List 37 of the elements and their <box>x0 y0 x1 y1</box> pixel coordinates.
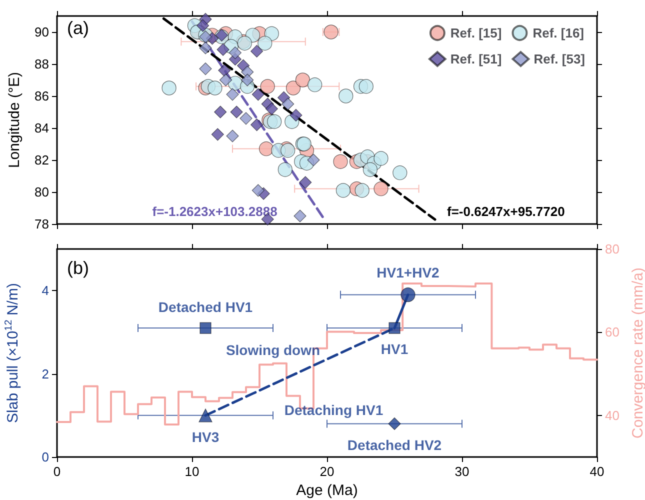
y-tick-label: 4 <box>42 283 49 298</box>
y-axis-title: Longitude (°E) <box>6 72 23 168</box>
legend-label: Ref. [16] <box>532 26 584 40</box>
y-tick-label: 88 <box>34 56 49 72</box>
y2-tick-label: 40 <box>605 408 620 423</box>
y-tick-label: 0 <box>42 450 49 464</box>
y2-axis-title: Convergence rate (mm/a) <box>629 268 645 438</box>
y2-tick-label: 60 <box>605 324 620 340</box>
x-tick-label: 40 <box>590 464 604 479</box>
y-tick-label: 86 <box>34 88 49 104</box>
y-tick-label: 90 <box>34 24 49 40</box>
data-label: Detached HV1 <box>158 299 253 316</box>
x-tick-label: 20 <box>320 464 334 479</box>
data-label: HV3 <box>192 429 220 446</box>
annotation: Slowing down <box>226 342 320 358</box>
y-tick-label: 78 <box>34 216 49 232</box>
x-tick-label: 0 <box>53 464 61 479</box>
chart-title: (a) <box>67 18 89 38</box>
data-label: HV1+HV2 <box>376 264 440 280</box>
y-tick-label: 84 <box>34 120 49 136</box>
y2-tick-label: 80 <box>605 242 620 256</box>
text: (b) <box>67 258 89 278</box>
legend-label: Ref. [51] <box>450 52 502 66</box>
legend-label: Ref. [15] <box>450 26 502 40</box>
y-tick-label: 82 <box>34 152 49 168</box>
annotation: Detaching HV1 <box>284 402 384 418</box>
data-label: HV1 <box>380 340 408 357</box>
x-axis-title: Age (Ma) <box>296 482 358 499</box>
x-tick-label: 10 <box>184 464 200 479</box>
y-axis-title: Slab pull (×1012 N/m) <box>4 283 22 423</box>
text: f=-1.2623x+103.2888 <box>152 204 278 219</box>
x-tick-label: 30 <box>454 464 470 479</box>
legend-label: Ref. [53] <box>534 52 586 66</box>
y-tick-label: 2 <box>42 366 49 382</box>
series-label: f=-0.6247x+95.7720 <box>447 204 565 220</box>
y-tick-label: 80 <box>34 184 49 200</box>
data-label: Detached HV2 <box>347 437 442 454</box>
